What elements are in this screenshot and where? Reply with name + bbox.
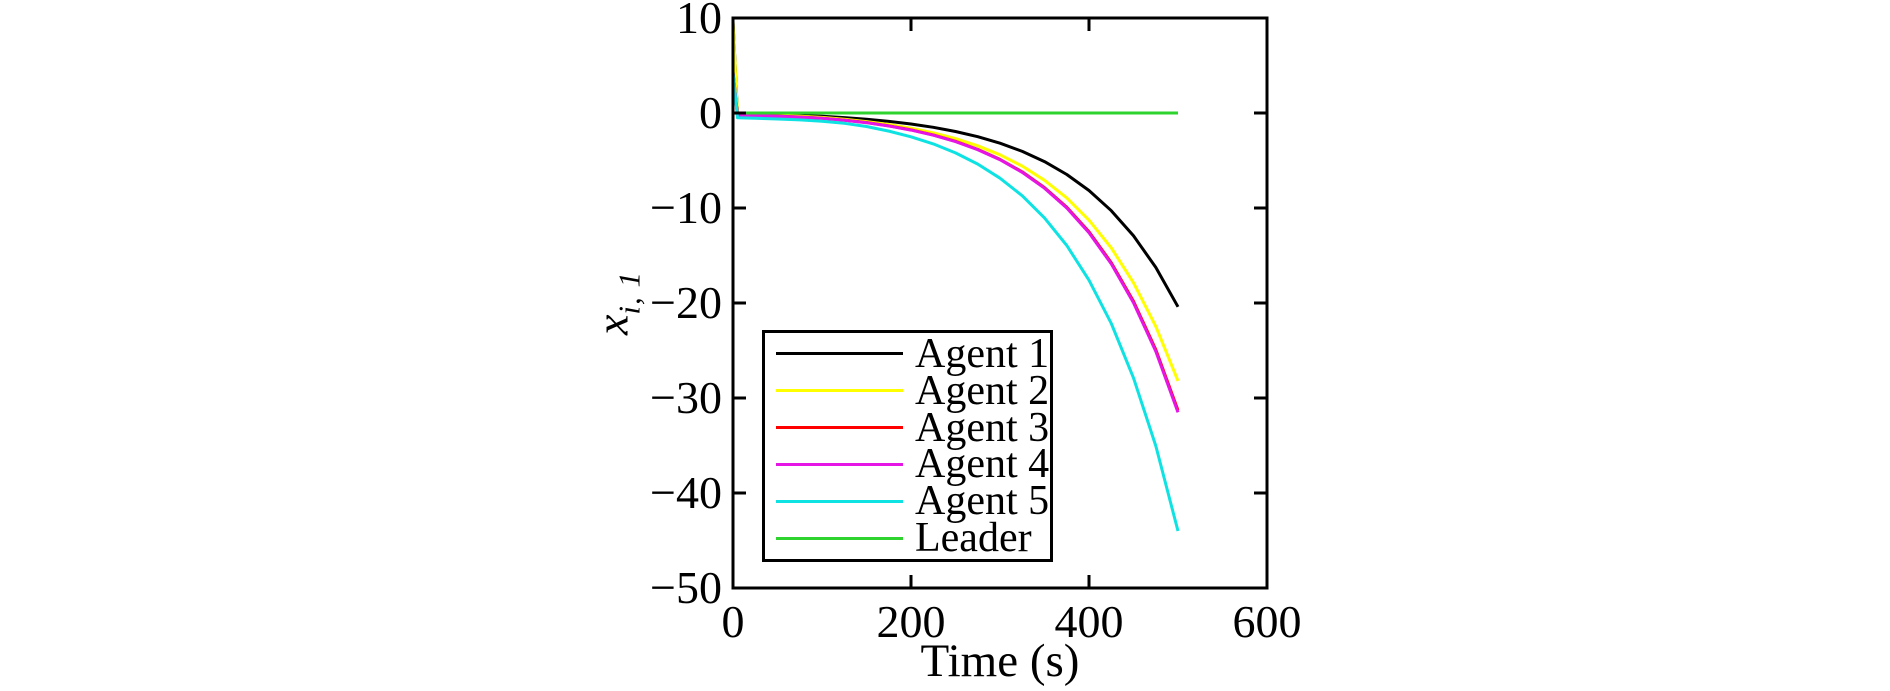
series-line-agent-5 — [731, 72, 1180, 532]
legend-label: Agent 5 — [915, 478, 1050, 525]
legend-item: Agent 5 — [765, 478, 1050, 525]
legend-label: Agent 1 — [915, 330, 1050, 377]
legend-item: Leader — [765, 515, 1050, 562]
x-tick-label: 200 — [876, 596, 946, 647]
series-line-agent-4 — [731, 72, 1180, 413]
y-tick-label: −40 — [650, 467, 722, 518]
legend-line-sample — [776, 389, 903, 393]
legend-item: Agent 2 — [765, 367, 1050, 414]
legend-line-sample — [776, 352, 903, 356]
legend-item: Agent 1 — [765, 330, 1050, 377]
y-tick-label: −30 — [650, 372, 722, 423]
legend-line-sample — [776, 499, 903, 503]
y-axis-label-base: x — [586, 314, 638, 336]
legend-label: Agent 2 — [915, 367, 1050, 414]
y-axis-label: xi, 1 — [586, 270, 653, 336]
legend-item: Agent 4 — [765, 441, 1050, 488]
x-axis-label: Time (s) — [920, 635, 1080, 687]
legend-line-sample — [776, 536, 903, 540]
y-tick-label: 10 — [676, 0, 722, 43]
x-tick-label: 600 — [1232, 596, 1302, 647]
y-tick-label: −50 — [650, 562, 722, 613]
legend-label: Agent 3 — [915, 404, 1050, 451]
legend-line-sample — [776, 462, 903, 466]
legend-label: Agent 4 — [915, 441, 1050, 488]
x-tick-label: 400 — [1054, 596, 1124, 647]
y-tick-label: −10 — [650, 182, 722, 233]
legend-item: Agent 3 — [765, 404, 1050, 451]
y-tick-label: −20 — [650, 277, 722, 328]
y-tick-label: 0 — [699, 87, 722, 138]
y-axis-label-subscript: i, 1 — [611, 270, 647, 315]
legend-label: Leader — [915, 515, 1032, 562]
x-tick-label: 0 — [721, 596, 745, 647]
legend: Agent 1 Agent 2 Agent 3 Agent 4 Agent 5 Leade… — [762, 330, 1053, 562]
legend-line-sample — [776, 426, 903, 430]
